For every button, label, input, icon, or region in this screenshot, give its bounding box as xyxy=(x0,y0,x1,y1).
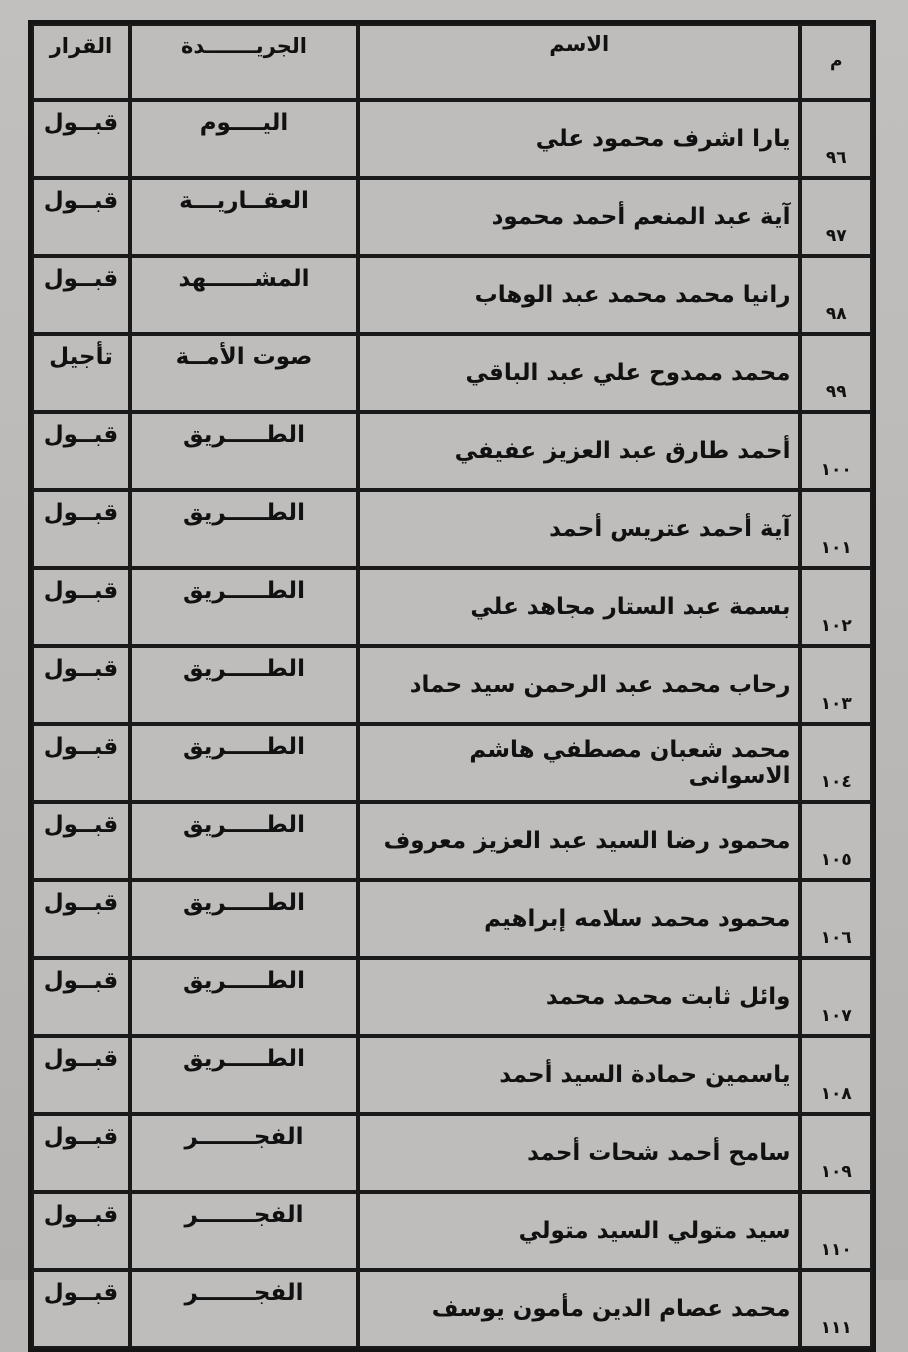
table-row: ١٠٤ محمد شعبان مصطفي هاشم الاسوانى الطــــ… xyxy=(32,724,872,802)
row-number: ١٠٠ xyxy=(800,412,872,490)
row-decision: قبــول xyxy=(32,412,130,490)
row-newspaper: الفجـــــــر xyxy=(129,1114,359,1192)
row-decision: قبــول xyxy=(32,1192,130,1270)
header-name: الاسم xyxy=(358,24,801,100)
row-number: ١٠٥ xyxy=(800,802,872,880)
table-row: ١٠٨ ياسمين حمادة السيد أحمد الطـــــريق قبـ… xyxy=(32,1036,872,1114)
row-name: سامح أحمد شحات أحمد xyxy=(358,1114,801,1192)
table-row: ١٠٠ أحمد طارق عبد العزيز عفيفي الطـــــريق… xyxy=(32,412,872,490)
row-decision: قبــول xyxy=(32,1270,130,1348)
row-number: ١٠٢ xyxy=(800,568,872,646)
row-name: ياسمين حمادة السيد أحمد xyxy=(358,1036,801,1114)
row-decision: تأجيل xyxy=(32,334,130,412)
table-row: ١٠٧ وائل ثابت محمد محمد الطـــــريق قبــول xyxy=(32,958,872,1036)
row-newspaper: الطـــــريق xyxy=(129,880,359,958)
row-decision: قبــول xyxy=(32,568,130,646)
row-number: ٩٨ xyxy=(800,256,872,334)
row-number: ١٠٦ xyxy=(800,880,872,958)
table-row: ١٠٣ رحاب محمد عبد الرحمن سيد حماد الطـــــ… xyxy=(32,646,872,724)
header-number: م xyxy=(800,24,872,100)
row-newspaper: الطـــــريق xyxy=(129,568,359,646)
row-number: ١١٠ xyxy=(800,1192,872,1270)
row-decision: قبــول xyxy=(32,100,130,178)
row-newspaper: العقــاريـــة xyxy=(129,178,359,256)
row-name: محمود محمد سلامه إبراهيم xyxy=(358,880,801,958)
table-row: ١٠٦ محمود محمد سلامه إبراهيم الطـــــريق قب… xyxy=(32,880,872,958)
row-newspaper: صوت الأمــة xyxy=(129,334,359,412)
header-newspaper: الجريـــــــدة xyxy=(129,24,359,100)
row-decision: قبــول xyxy=(32,490,130,568)
row-number: ١٠٧ xyxy=(800,958,872,1036)
row-number: ١١١ xyxy=(800,1270,872,1348)
row-number: ١٠٣ xyxy=(800,646,872,724)
row-newspaper: اليــــوم xyxy=(129,100,359,178)
row-decision: قبــول xyxy=(32,880,130,958)
row-newspaper: الفجـــــــر xyxy=(129,1270,359,1348)
row-newspaper: الطـــــريق xyxy=(129,724,359,802)
row-name: محمد عصام الدين مأمون يوسف xyxy=(358,1270,801,1348)
row-newspaper: الطـــــريق xyxy=(129,958,359,1036)
row-name: أحمد طارق عبد العزيز عفيفي xyxy=(358,412,801,490)
row-number: ٩٦ xyxy=(800,100,872,178)
row-decision: قبــول xyxy=(32,646,130,724)
row-number: ١٠٨ xyxy=(800,1036,872,1114)
table-row: ١١٠ سيد متولي السيد متولي الفجـــــــر قبــ… xyxy=(32,1192,872,1270)
row-name: محمود رضا السيد عبد العزيز معروف xyxy=(358,802,801,880)
table-header-row: م الاسم الجريـــــــدة القرار xyxy=(32,24,872,100)
table-row: ١٠٢ بسمة عبد الستار مجاهد علي الطـــــريق ق… xyxy=(32,568,872,646)
row-decision: قبــول xyxy=(32,256,130,334)
header-decision: القرار xyxy=(32,24,130,100)
row-number: ٩٩ xyxy=(800,334,872,412)
row-name: رانيا محمد محمد عبد الوهاب xyxy=(358,256,801,334)
table-row: ٩٨ رانيا محمد محمد عبد الوهاب المشــــــهد… xyxy=(32,256,872,334)
row-newspaper: الطـــــريق xyxy=(129,802,359,880)
row-name: سيد متولي السيد متولي xyxy=(358,1192,801,1270)
row-name: رحاب محمد عبد الرحمن سيد حماد xyxy=(358,646,801,724)
row-name: آية عبد المنعم أحمد محمود xyxy=(358,178,801,256)
row-name: محمد ممدوح علي عبد الباقي xyxy=(358,334,801,412)
row-name: بسمة عبد الستار مجاهد علي xyxy=(358,568,801,646)
row-decision: قبــول xyxy=(32,724,130,802)
results-table: م الاسم الجريـــــــدة القرار ٩٦ يارا اشر… xyxy=(28,20,876,1352)
row-decision: قبــول xyxy=(32,802,130,880)
row-name: يارا اشرف محمود علي xyxy=(358,100,801,178)
table-row: ١٠١ آية أحمد عتريس أحمد الطـــــريق قبــول xyxy=(32,490,872,568)
table-row: ١١١ محمد عصام الدين مأمون يوسف الفجـــــــ… xyxy=(32,1270,872,1348)
table-row: ١٠٩ سامح أحمد شحات أحمد الفجـــــــر قبــول xyxy=(32,1114,872,1192)
row-name: آية أحمد عتريس أحمد xyxy=(358,490,801,568)
row-newspaper: الطـــــريق xyxy=(129,412,359,490)
row-newspaper: الطـــــريق xyxy=(129,490,359,568)
row-name: وائل ثابت محمد محمد xyxy=(358,958,801,1036)
row-number: ١٠٩ xyxy=(800,1114,872,1192)
row-newspaper: المشــــــهد xyxy=(129,256,359,334)
row-newspaper: الطـــــريق xyxy=(129,1036,359,1114)
table-row: ٩٩ محمد ممدوح علي عبد الباقي صوت الأمــة تأ… xyxy=(32,334,872,412)
row-decision: قبــول xyxy=(32,1114,130,1192)
row-name: محمد شعبان مصطفي هاشم الاسوانى xyxy=(358,724,801,802)
table-row: ١٠٥ محمود رضا السيد عبد العزيز معروف الطــ… xyxy=(32,802,872,880)
row-newspaper: الطـــــريق xyxy=(129,646,359,724)
row-decision: قبــول xyxy=(32,1036,130,1114)
row-decision: قبــول xyxy=(32,178,130,256)
row-number: ٩٧ xyxy=(800,178,872,256)
row-number: ١٠٤ xyxy=(800,724,872,802)
table-row: ٩٦ يارا اشرف محمود علي اليــــوم قبــول xyxy=(32,100,872,178)
row-number: ١٠١ xyxy=(800,490,872,568)
row-decision: قبــول xyxy=(32,958,130,1036)
table-row: ٩٧ آية عبد المنعم أحمد محمود العقــاريـــة… xyxy=(32,178,872,256)
row-newspaper: الفجـــــــر xyxy=(129,1192,359,1270)
